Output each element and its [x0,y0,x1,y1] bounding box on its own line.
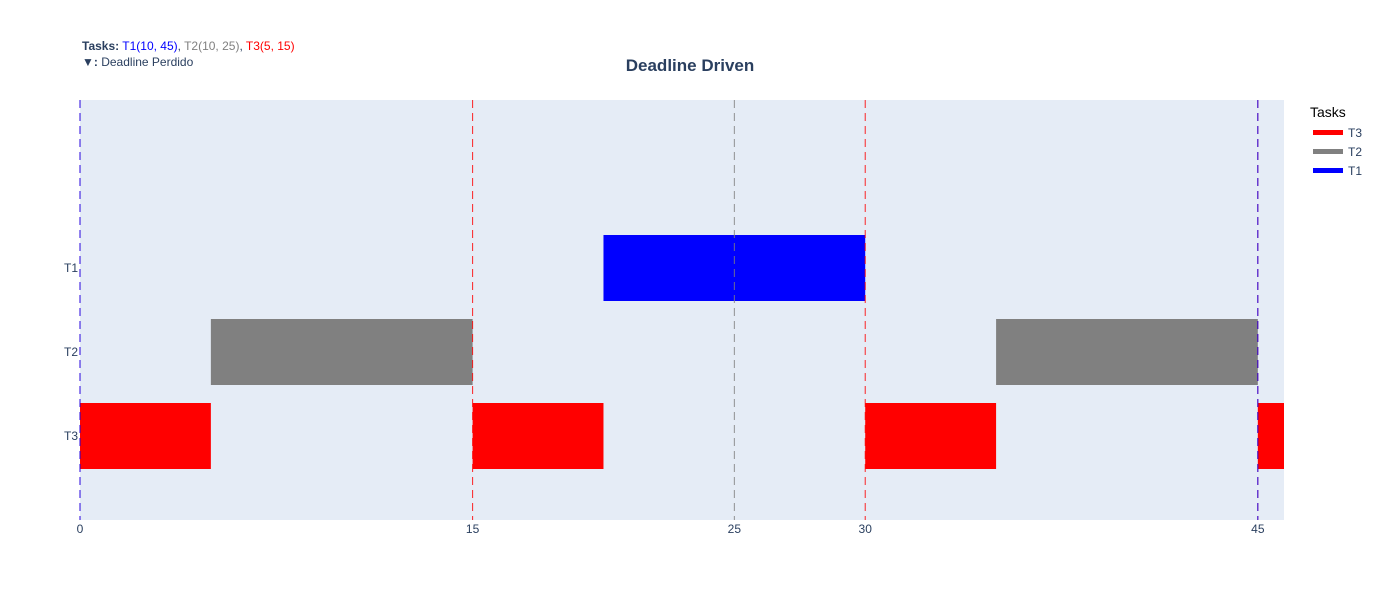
legend-label: T3 [1348,125,1363,140]
legend-swatch-t3 [1313,130,1343,135]
legend-item-t1[interactable]: T1 [1310,161,1362,180]
bar-t2 [210,319,473,385]
legend-swatch-t2 [1313,149,1343,154]
deadline-text: Deadline Perdido [101,55,194,69]
bar-t2 [996,319,1258,385]
legend: Tasks T3 T2 T1 [1310,104,1362,180]
plot-area [80,100,1284,520]
task-spec-t1: T1(10, 45) [122,39,178,53]
task-spec-t2: T2(10, 25) [184,39,240,53]
y-tick-label-t1: T1 [64,261,78,275]
task-separator: , [239,39,246,53]
legend-label: T1 [1348,163,1363,178]
deadline-marker-icon: ▼: [82,55,98,69]
y-tick-label-t3: T3 [64,429,78,443]
x-tick-label: 30 [859,522,873,536]
legend-title: Tasks [1310,104,1346,120]
task-separator: , [177,39,185,53]
x-tick-label: 45 [1251,522,1265,536]
bar-t3 [1257,403,1284,469]
x-tick-label: 25 [728,522,742,536]
bar-t3 [472,403,604,469]
bar-t3 [865,403,997,469]
deadline-lines-layer [79,100,1259,520]
bar-t3 [80,403,211,469]
task-spec-t3: T3(5, 15) [245,39,295,53]
chart-title: Deadline Driven [625,56,755,75]
x-axis: 0 15 25 30 45 [77,522,1265,536]
deadline-legend-line: ▼: Deadline Perdido [82,54,295,70]
legend-item-t3[interactable]: T3 [1310,123,1362,142]
y-axis: T1 T2 T3 [64,261,78,443]
legend-label: T2 [1348,144,1363,159]
x-tick-label: 0 [77,522,84,536]
x-tick-label: 15 [466,522,480,536]
tasks-label: Tasks: [82,39,120,53]
task-info: Tasks: T1(10, 45), T2(10, 25), T3(5, 15)… [82,38,295,70]
tasks-line: Tasks: T1(10, 45), T2(10, 25), T3(5, 15) [82,38,295,54]
legend-swatch-t1 [1313,168,1343,173]
legend-item-t2[interactable]: T2 [1310,142,1362,161]
y-tick-label-t2: T2 [64,345,78,359]
